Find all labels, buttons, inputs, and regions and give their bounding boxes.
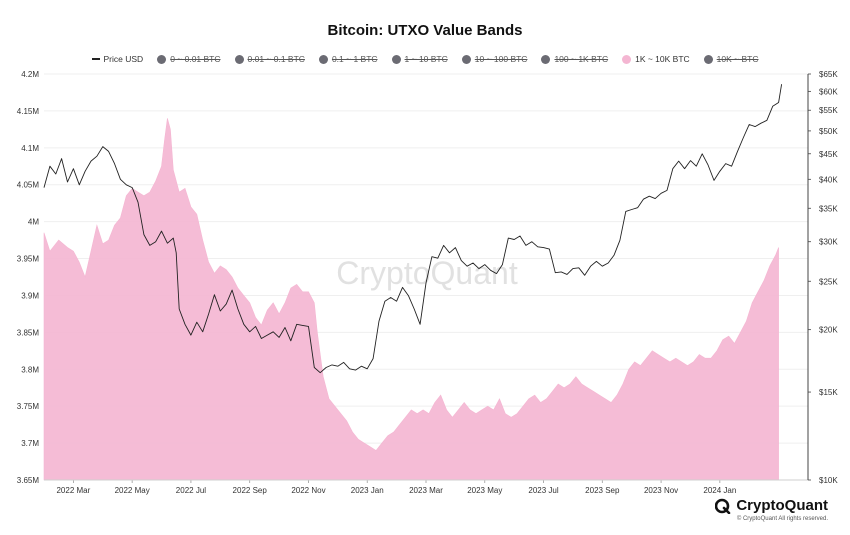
legend-label: 1 ~ 10 BTC [404, 54, 448, 64]
y-right-tick-label: $15K [819, 388, 838, 397]
legend-item[interactable]: 10K ~ BTC [703, 52, 759, 66]
legend-label: 0 ~ 0.01 BTC [170, 54, 221, 64]
legend-label: Price USD [103, 54, 144, 64]
y-right-tick-label: $25K [819, 277, 838, 286]
legend-dot [234, 54, 244, 64]
legend-label: 1K ~ 10K BTC [635, 54, 690, 64]
y-right-tick-label: $40K [819, 175, 838, 184]
legend-item[interactable]: 1K ~ 10K BTC [622, 52, 690, 66]
legend-dot [157, 54, 167, 64]
legend-label: 100 ~ 1K BTC [554, 54, 609, 64]
y-left-tick-label: 4.05M [17, 181, 40, 190]
y-left-tick-label: 3.85M [17, 328, 40, 337]
x-tick-label: 2023 Mar [409, 486, 443, 495]
x-tick-label: 2022 May [115, 486, 150, 495]
y-right-tick-label: $10K [819, 476, 838, 485]
x-tick-label: 2023 Jul [528, 486, 558, 495]
x-tick-label: 2023 Nov [644, 486, 678, 495]
y-left-tick-label: 3.8M [21, 365, 39, 374]
line-series-price-usd [43, 84, 783, 374]
y-right-tick-label: $35K [819, 204, 838, 213]
x-tick-label: 2022 Jul [176, 486, 206, 495]
x-tick-label: 2024 Jan [703, 486, 736, 495]
legend-dot [391, 54, 401, 64]
y-right-tick-label: $50K [819, 127, 838, 136]
x-tick-label: 2023 Sep [585, 486, 620, 495]
legend-item[interactable]: 0.1 ~ 1 BTC [318, 52, 378, 66]
legend-item[interactable]: 1 ~ 10 BTC [391, 52, 448, 66]
legend-label: 0.1 ~ 1 BTC [331, 54, 378, 64]
x-tick-label: 2023 Jan [351, 486, 384, 495]
cryptoquant-logo-icon [715, 498, 731, 514]
y-right-tick-label: $60K [819, 87, 838, 96]
watermark: CryptoQuant [336, 255, 518, 291]
legend-label: 10 ~ 100 BTC [474, 54, 528, 64]
legend-line-swatch [91, 58, 100, 60]
y-left-tick-label: 4.2M [21, 70, 39, 79]
series-layer [43, 84, 783, 481]
legend-dot [622, 54, 632, 64]
legend-item[interactable]: 0.01 ~ 0.1 BTC [234, 52, 305, 66]
legend-item[interactable]: Price USD [91, 52, 144, 66]
y-right-tick-label: $55K [819, 106, 838, 115]
brand-name: CryptoQuant [736, 497, 828, 514]
legend-item[interactable]: 10 ~ 100 BTC [461, 52, 528, 66]
legend-dot [318, 54, 328, 64]
copyright-text: © CryptoQuant All rights reserved. [736, 516, 828, 522]
chart-legend: Price USD 0 ~ 0.01 BTC 0.01 ~ 0.1 BTC 0.1 ~… [0, 52, 850, 66]
legend-dot [541, 54, 551, 64]
legend-item[interactable]: 100 ~ 1K BTC [541, 52, 608, 66]
legend-label: 10K ~ BTC [716, 54, 759, 64]
y-left-tick-label: 3.75M [17, 402, 40, 411]
x-tick-label: 2022 Sep [233, 486, 268, 495]
x-tick-label: 2022 Mar [56, 486, 90, 495]
legend-label: 0.01 ~ 0.1 BTC [247, 54, 305, 64]
legend-dot [461, 54, 471, 64]
y-right-tick-label: $65K [819, 70, 838, 79]
y-left-tick-label: 4.15M [17, 107, 40, 116]
y-left-tick-label: 3.65M [17, 476, 40, 485]
y-right-tick-label: $45K [819, 150, 838, 159]
y-right-tick-label: $20K [819, 326, 838, 335]
chart-title: Bitcoin: UTXO Value Bands [327, 22, 523, 39]
y-left-tick-label: 3.95M [17, 255, 40, 264]
y-left-tick-label: 3.9M [21, 291, 39, 300]
axes: 3.65M 3.7M 3.75M 3.8M 3.85M 3.9M 3.95M 4M 4.05M 4… [17, 70, 839, 495]
y-left-tick-label: 4M [28, 218, 39, 227]
y-right-tick-label: $30K [819, 238, 838, 247]
y-left-tick-label: 4.1M [21, 144, 39, 153]
x-tick-label: 2022 Nov [291, 486, 325, 495]
legend-dot [703, 54, 713, 64]
x-tick-label: 2023 May [467, 486, 502, 495]
brand-logo[interactable]: CryptoQuant [715, 497, 828, 514]
area-series-1k-10k-btc [43, 118, 779, 481]
y-left-tick-label: 3.7M [21, 439, 39, 448]
legend-item[interactable]: 0 ~ 0.01 BTC [157, 52, 221, 66]
